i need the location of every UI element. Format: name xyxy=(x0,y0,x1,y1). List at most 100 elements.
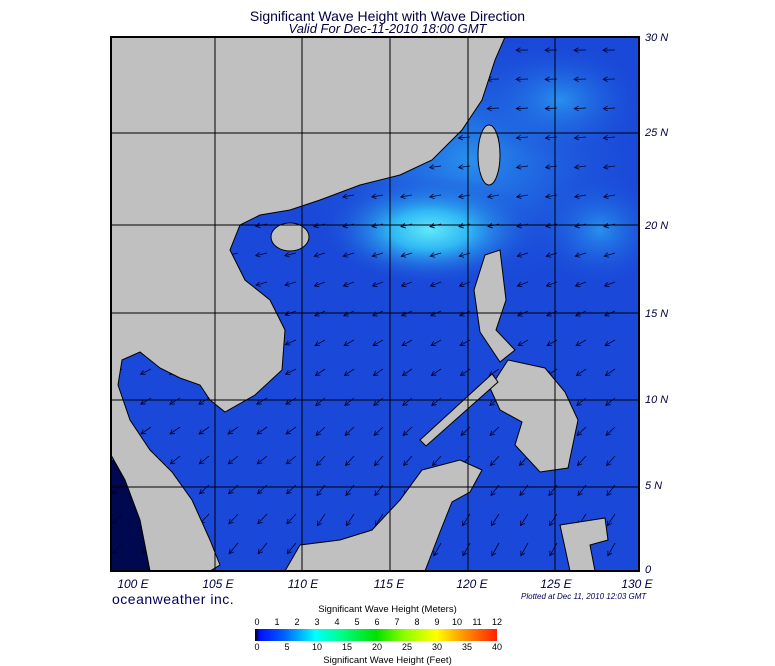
wave-arrow xyxy=(227,484,239,495)
wave-arrow xyxy=(314,368,326,376)
feet-tick: 40 xyxy=(491,642,503,652)
feet-tick: 25 xyxy=(401,642,413,652)
wave-arrow xyxy=(486,105,500,112)
meter-tick: 0 xyxy=(254,617,260,627)
wave-arrow xyxy=(256,426,268,435)
wave-arrow xyxy=(227,455,239,465)
wave-arrow xyxy=(284,339,297,346)
meter-tick: 9 xyxy=(434,617,440,627)
lon-label: 120 E xyxy=(456,577,488,591)
wave-arrow xyxy=(431,455,442,467)
wave-arrow xyxy=(519,513,529,527)
wave-arrow xyxy=(549,542,558,557)
wave-arrow xyxy=(402,397,413,406)
wave-arrow xyxy=(573,164,587,170)
wave-arrow xyxy=(198,455,210,465)
wave-arrow xyxy=(286,513,297,525)
land-hainan xyxy=(270,222,310,252)
wave-arrow xyxy=(486,193,500,199)
lon-label: 125 E xyxy=(540,577,572,591)
lat-label: 10 N xyxy=(645,394,669,406)
wave-arrow xyxy=(602,193,616,199)
wave-arrow xyxy=(255,281,268,287)
wave-arrow xyxy=(602,76,616,83)
wave-arrow xyxy=(228,542,239,555)
lat-label: 15 N xyxy=(645,308,669,320)
meter-tick: 10 xyxy=(451,617,463,627)
feet-tick: 5 xyxy=(284,642,290,652)
wave-arrow xyxy=(169,397,181,405)
wave-arrow xyxy=(372,339,384,347)
wave-arrow xyxy=(575,339,587,347)
wave-arrow xyxy=(574,281,587,288)
wave-arrow xyxy=(573,47,587,53)
land-borneo xyxy=(284,459,483,571)
wave-arrow xyxy=(602,105,616,112)
meter-tick: 12 xyxy=(491,617,503,627)
wave-arrow xyxy=(576,397,587,406)
wave-arrow xyxy=(515,164,529,170)
wave-arrow xyxy=(345,513,355,527)
wave-arrow xyxy=(606,513,616,527)
wave-arrow xyxy=(602,164,616,170)
land-visayas-mindanao xyxy=(489,359,579,473)
feet-tick: 0 xyxy=(254,642,260,652)
lat-lon-grid xyxy=(111,37,639,571)
wave-arrow xyxy=(605,397,616,406)
feet-tick: 35 xyxy=(461,642,473,652)
wave-arrow xyxy=(490,513,500,527)
feet-tick: 15 xyxy=(341,642,353,652)
wave-arrow xyxy=(169,426,181,435)
wave-arrow xyxy=(574,252,587,258)
lat-label: 30 N xyxy=(645,32,669,44)
colorbar-title-meters: Significant Wave Height (Meters) xyxy=(318,604,457,615)
wave-arrow xyxy=(112,542,123,555)
wave-arrow xyxy=(254,252,268,258)
wave-arrow xyxy=(315,455,326,467)
wave-max-area xyxy=(320,175,540,285)
lon-label: 130 E xyxy=(621,577,653,591)
wave-arrow xyxy=(460,426,471,437)
wave-arrow xyxy=(316,513,326,527)
wave-arrow xyxy=(602,134,616,141)
brand-logo: oceanweather inc. xyxy=(112,591,235,607)
wave-arrow xyxy=(372,368,384,376)
wave-arrow xyxy=(604,368,616,376)
map-frame xyxy=(110,36,640,572)
wave-arrow xyxy=(256,455,268,465)
lat-label: 5 N xyxy=(645,480,663,492)
wave-arrow xyxy=(140,426,152,435)
meter-tick: 5 xyxy=(354,617,360,627)
wave-arrow xyxy=(603,281,616,288)
wave-arrow xyxy=(286,542,297,555)
wave-arrow xyxy=(227,426,239,435)
wave-arrow xyxy=(257,542,268,555)
wave-arrow xyxy=(429,252,442,258)
wave-arrow xyxy=(573,134,587,141)
colorbar xyxy=(255,629,497,641)
wave-arrow xyxy=(285,484,297,495)
lon-label: 115 E xyxy=(373,577,405,591)
wave-arrow xyxy=(400,252,413,258)
wave-arrow xyxy=(140,397,152,405)
wave-arrow xyxy=(371,281,384,288)
wave-arrow xyxy=(198,426,210,435)
wave-arrow xyxy=(491,542,500,557)
wave-arrow xyxy=(371,252,384,258)
land-luzon xyxy=(473,249,516,363)
meter-tick: 2 xyxy=(294,617,300,627)
wave-arrow xyxy=(169,455,181,465)
lon-label: 105 E xyxy=(202,577,234,591)
wave-arrow xyxy=(399,193,413,199)
wave-arrow xyxy=(515,47,529,53)
wave-arrow xyxy=(313,281,326,288)
wave-arrow xyxy=(575,368,587,376)
land-areas xyxy=(111,37,609,571)
meter-tick: 3 xyxy=(314,617,320,627)
wave-arrow xyxy=(400,281,413,288)
wave-arrow xyxy=(284,281,297,287)
wave-arrow xyxy=(342,252,355,258)
wave-arrow xyxy=(433,542,442,557)
wave-arrow xyxy=(515,105,529,112)
lon-label: 110 E xyxy=(287,577,319,591)
